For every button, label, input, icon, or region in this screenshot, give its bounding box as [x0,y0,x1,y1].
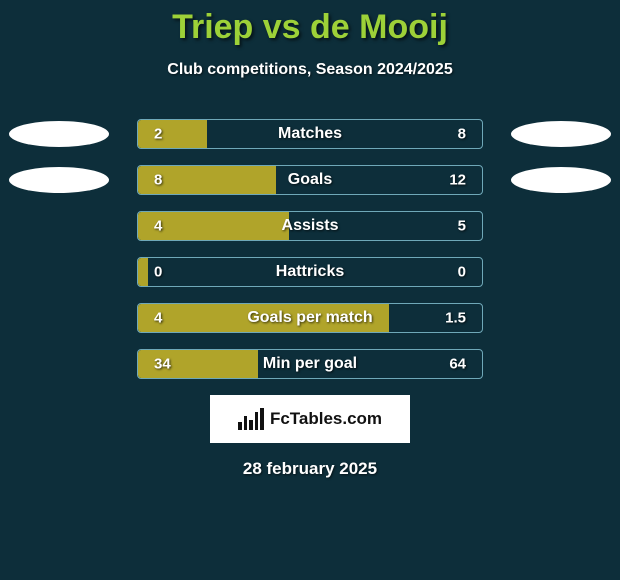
stat-left-value: 34 [154,356,171,373]
stat-right-value: 64 [449,356,466,373]
stat-right-value: 8 [458,126,466,143]
stat-bar-goals: 8 Goals 12 [137,165,483,195]
player-oval-right [511,167,611,193]
logo-text: FcTables.com [270,409,382,429]
stat-right-value: 5 [458,218,466,235]
stat-bar-goals-per-match: 4 Goals per match 1.5 [137,303,483,333]
stat-left-value: 8 [154,172,162,189]
player-oval-right [511,121,611,147]
stat-row: 2 Matches 8 [0,119,620,149]
stat-bar-fill [138,258,148,286]
stat-right-value: 1.5 [445,310,466,327]
stat-right-value: 12 [449,172,466,189]
stat-bar-min-per-goal: 34 Min per goal 64 [137,349,483,379]
stat-label: Assists [282,217,339,235]
stat-row: 4 Goals per match 1.5 [0,303,620,333]
stat-bar-matches: 2 Matches 8 [137,119,483,149]
logo-box: FcTables.com [210,395,410,443]
stat-label: Hattricks [276,263,344,281]
stat-bar-assists: 4 Assists 5 [137,211,483,241]
page-subtitle: Club competitions, Season 2024/2025 [0,61,620,79]
stat-left-value: 4 [154,310,162,327]
stat-row: 8 Goals 12 [0,165,620,195]
stat-left-value: 0 [154,264,162,281]
stat-left-value: 2 [154,126,162,143]
stat-row: 0 Hattricks 0 [0,257,620,287]
stat-label: Goals [288,171,332,189]
stat-row: 34 Min per goal 64 [0,349,620,379]
stat-label: Goals per match [247,309,372,327]
stat-left-value: 4 [154,218,162,235]
stat-label: Min per goal [263,355,357,373]
stats-area: 2 Matches 8 8 Goals 12 4 Assists 5 0 H [0,119,620,379]
page-title: Triep vs de Mooij [0,0,620,47]
player-oval-left [9,167,109,193]
player-oval-left [9,121,109,147]
stat-row: 4 Assists 5 [0,211,620,241]
stat-bar-fill [138,120,207,148]
stat-bar-hattricks: 0 Hattricks 0 [137,257,483,287]
stat-right-value: 0 [458,264,466,281]
date-line: 28 february 2025 [0,459,620,479]
bar-chart-icon [238,408,264,430]
stat-label: Matches [278,125,342,143]
